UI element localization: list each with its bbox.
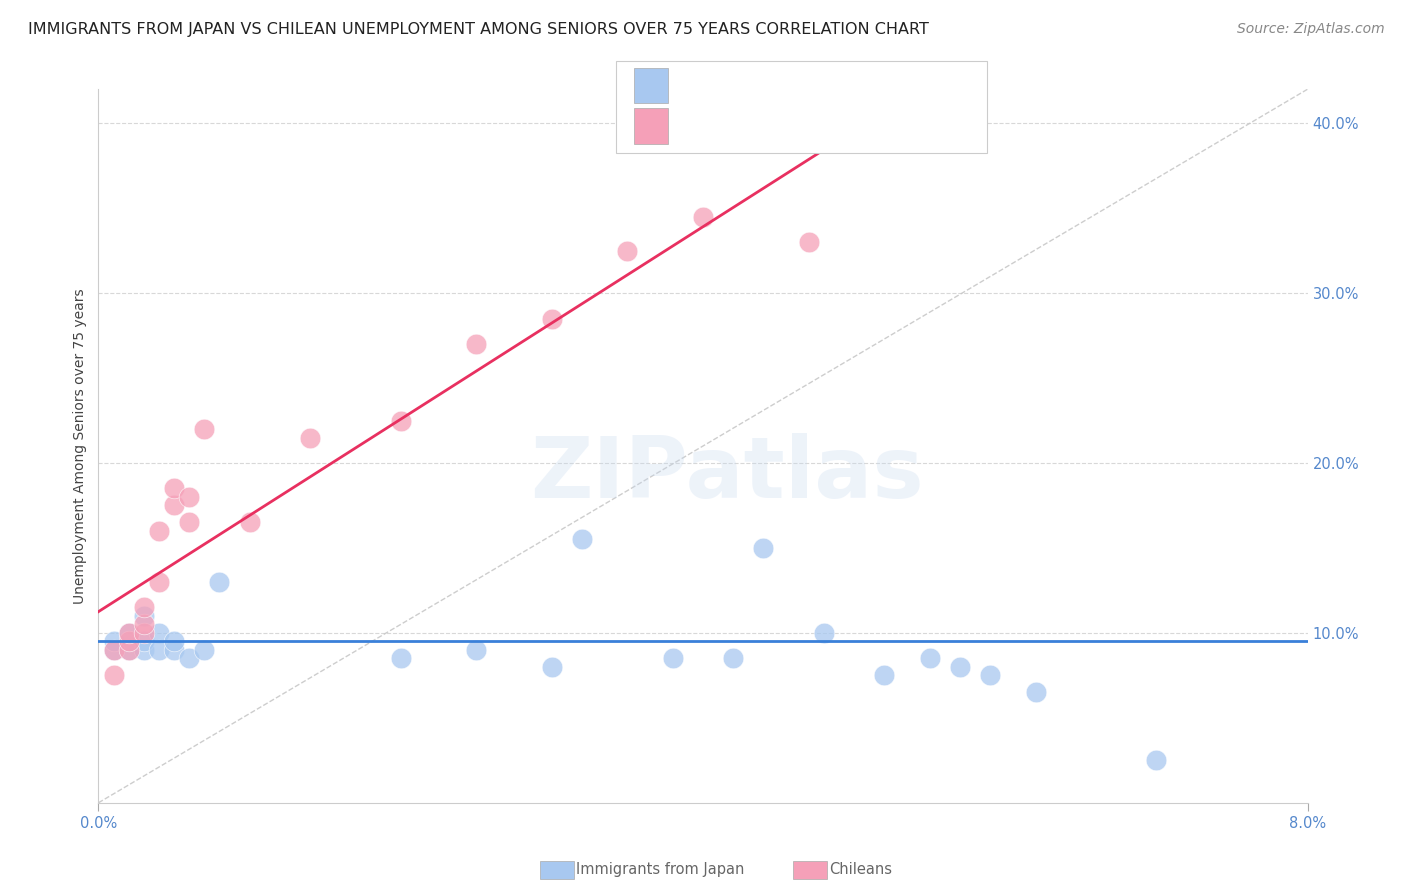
Point xyxy=(465,337,488,351)
Point xyxy=(132,634,155,648)
Point xyxy=(132,617,155,632)
Point xyxy=(118,643,141,657)
Point xyxy=(616,244,638,258)
Point xyxy=(163,482,186,496)
Point xyxy=(163,634,186,648)
Point xyxy=(118,626,141,640)
Point xyxy=(979,668,1001,682)
Text: R =: R = xyxy=(681,117,717,135)
Point xyxy=(662,651,685,665)
Point xyxy=(179,490,201,504)
Point xyxy=(1025,685,1047,699)
Text: Chileans: Chileans xyxy=(830,863,893,877)
Point xyxy=(208,574,231,589)
Point xyxy=(692,210,714,224)
Point xyxy=(103,643,125,657)
Point xyxy=(465,643,488,657)
Point xyxy=(103,634,125,648)
Text: 0.005: 0.005 xyxy=(713,77,765,95)
Point xyxy=(389,413,412,427)
Text: N =: N = xyxy=(762,117,799,135)
Point xyxy=(299,430,322,444)
Point xyxy=(541,660,564,674)
Point xyxy=(118,643,141,657)
Point xyxy=(571,533,593,547)
Text: ZIPatlas: ZIPatlas xyxy=(530,433,924,516)
Point xyxy=(103,643,125,657)
Point xyxy=(132,608,155,623)
Point xyxy=(193,422,215,436)
Text: R =: R = xyxy=(681,77,717,95)
Text: N =: N = xyxy=(762,77,799,95)
Point xyxy=(179,651,201,665)
Point xyxy=(148,574,170,589)
Text: Source: ZipAtlas.com: Source: ZipAtlas.com xyxy=(1237,22,1385,37)
Point xyxy=(541,311,564,326)
Point xyxy=(797,235,820,249)
Point xyxy=(148,643,170,657)
Point xyxy=(132,600,155,615)
Text: 0.751: 0.751 xyxy=(713,117,770,135)
Point xyxy=(148,524,170,538)
Text: 20: 20 xyxy=(792,77,814,95)
Point xyxy=(179,516,201,530)
Point xyxy=(163,499,186,513)
Text: Immigrants from Japan: Immigrants from Japan xyxy=(576,863,745,877)
Point xyxy=(389,651,412,665)
Point xyxy=(163,643,186,657)
Point xyxy=(723,651,745,665)
Point xyxy=(132,626,155,640)
Point xyxy=(118,626,141,640)
Point xyxy=(239,516,262,530)
Point xyxy=(193,643,215,657)
Y-axis label: Unemployment Among Seniors over 75 years: Unemployment Among Seniors over 75 years xyxy=(73,288,87,604)
Point xyxy=(118,634,141,648)
Point xyxy=(103,668,125,682)
Point xyxy=(813,626,835,640)
Point xyxy=(752,541,775,555)
Point xyxy=(1146,753,1168,767)
Text: IMMIGRANTS FROM JAPAN VS CHILEAN UNEMPLOYMENT AMONG SENIORS OVER 75 YEARS CORREL: IMMIGRANTS FROM JAPAN VS CHILEAN UNEMPLO… xyxy=(28,22,929,37)
Point xyxy=(148,626,170,640)
Text: 23: 23 xyxy=(792,117,815,135)
Point xyxy=(873,668,896,682)
Point xyxy=(949,660,972,674)
Point xyxy=(918,651,941,665)
Point xyxy=(132,643,155,657)
